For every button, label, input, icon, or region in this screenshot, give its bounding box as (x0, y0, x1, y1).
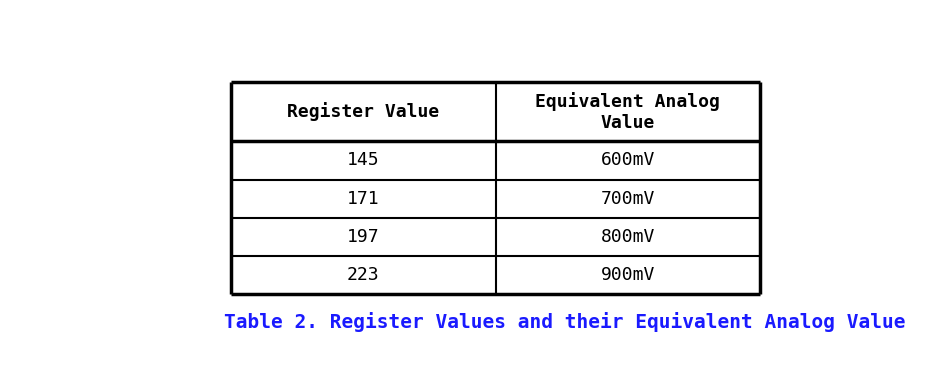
Text: 171: 171 (347, 190, 380, 207)
Text: 600mV: 600mV (601, 151, 655, 170)
Text: 145: 145 (347, 151, 380, 170)
Text: 223: 223 (347, 266, 380, 284)
Text: Table 2. Register Values and their Equivalent Analog Value: Table 2. Register Values and their Equiv… (223, 312, 905, 332)
Text: 197: 197 (347, 228, 380, 246)
Text: 800mV: 800mV (601, 228, 655, 246)
Text: 900mV: 900mV (601, 266, 655, 284)
Text: Equivalent Analog
Value: Equivalent Analog Value (535, 92, 721, 132)
Bar (231, 82, 760, 294)
Text: Register Value: Register Value (287, 102, 439, 121)
Text: 700mV: 700mV (601, 190, 655, 207)
